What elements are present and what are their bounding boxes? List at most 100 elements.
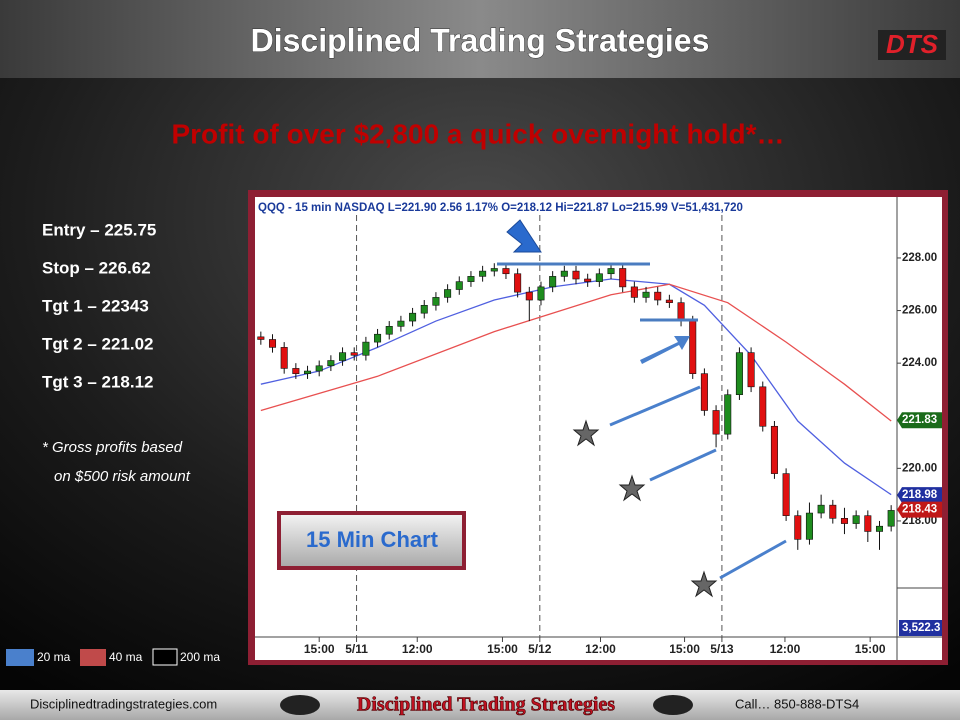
candle-body — [735, 352, 743, 396]
arrow — [640, 336, 690, 364]
candle-body — [712, 410, 720, 435]
ma-line — [260, 283, 892, 422]
arrow — [609, 385, 701, 427]
price-flag-label: 221.83 — [902, 414, 937, 426]
trade-levels: Entry – 225.75 Stop – 226.62 Tgt 1 – 22343… — [42, 220, 156, 391]
candle-body — [654, 291, 662, 301]
candle-body — [794, 515, 802, 540]
candle-body — [467, 276, 475, 282]
y-tick-label: 218.00 — [902, 515, 937, 527]
candle-body — [642, 291, 650, 298]
trade-level: Entry – 225.75 — [42, 220, 156, 239]
x-tick-label: 5/11 — [345, 642, 368, 656]
annotations — [497, 219, 787, 598]
candle-body — [829, 504, 837, 519]
candle-body — [619, 268, 627, 288]
x-tick-label: 12:00 — [770, 642, 801, 656]
candle-body — [479, 270, 487, 277]
candle-body — [875, 525, 884, 532]
volume-flag — [899, 620, 942, 636]
candle-body — [817, 504, 825, 514]
plot — [257, 215, 895, 642]
trade-level: Tgt 2 – 221.02 — [42, 334, 154, 353]
logo-box — [878, 30, 946, 60]
x-tick-label: 15:00 — [855, 642, 886, 656]
candle-body — [444, 289, 452, 298]
candle-body — [840, 518, 848, 524]
candle-body — [852, 515, 860, 524]
price-flag — [897, 412, 942, 429]
footer-website: Disciplinedtradingstrategies.com — [30, 696, 217, 711]
candle-body — [350, 352, 358, 356]
price-flag-label: 218.98 — [902, 489, 938, 501]
chart-title: QQQ - 15 min NASDAQ L=221.90 2.56 1.17% … — [258, 202, 743, 214]
footer-phone: Call… 850-888-DTS4 — [735, 696, 859, 711]
candle-body — [747, 352, 755, 388]
y-tick-label: 228.00 — [902, 252, 937, 264]
trade-level: Tgt 3 – 218.12 — [42, 372, 154, 391]
y-tick-label: 226.00 — [902, 305, 937, 317]
x-tick-label: 5/12 — [528, 642, 552, 656]
star — [690, 570, 718, 598]
legend-label: 200 ma — [180, 650, 220, 664]
candle-body — [759, 386, 767, 427]
x-tick-label: 15:00 — [487, 642, 518, 656]
candle-body — [432, 297, 440, 306]
price-flag — [897, 501, 942, 518]
legend-swatch — [152, 648, 178, 666]
candle-body — [665, 299, 673, 303]
candle-body — [362, 341, 370, 356]
star — [618, 474, 646, 502]
candle-body — [268, 339, 277, 348]
x-tick-label: 12:00 — [402, 642, 433, 656]
candle-body — [607, 268, 615, 275]
price-flag-label: 218.43 — [902, 504, 937, 516]
candle-body — [327, 360, 335, 367]
legend-swatch — [6, 649, 34, 666]
candle-body — [549, 276, 557, 288]
chart-label: 15 Min Chart — [306, 527, 439, 552]
candle-body — [514, 273, 522, 293]
logo: DTS — [886, 29, 939, 59]
candle-body — [315, 365, 323, 372]
candle-body — [689, 320, 697, 374]
x-tick-label: 15:00 — [669, 642, 700, 656]
candle-body — [385, 326, 393, 335]
candle-body — [339, 352, 347, 361]
x-tick-label: 5/13 — [710, 642, 734, 656]
candle-body — [864, 515, 872, 532]
headline: Profit of over $2,800 a quick overnight … — [171, 118, 784, 149]
candle-body — [280, 347, 288, 369]
note-line: * Gross profits based — [42, 439, 183, 456]
candle-body — [502, 268, 510, 275]
candle-body — [537, 286, 545, 301]
candle-body — [630, 286, 638, 298]
footer-brand: Disciplined Trading Strategies — [357, 694, 615, 716]
candle-body — [677, 302, 685, 322]
candle-body — [257, 336, 265, 340]
candle-body — [490, 268, 498, 272]
x-tick-label: 12:00 — [585, 642, 616, 656]
entry-arrow — [506, 219, 542, 253]
star — [572, 419, 600, 447]
note-line: on $500 risk amount — [54, 468, 191, 485]
header-title: Disciplined Trading Strategies — [251, 22, 710, 58]
candle-body — [525, 291, 533, 301]
candle-body — [409, 312, 417, 322]
candle-body — [397, 320, 405, 327]
candle-body — [724, 394, 732, 435]
y-tick-label: 220.00 — [902, 462, 937, 474]
candle-body — [572, 270, 580, 280]
header-bar — [0, 0, 960, 78]
candle-body — [584, 278, 592, 282]
candle-body — [292, 368, 300, 374]
candle-body — [887, 510, 895, 527]
legend-label: 20 ma — [37, 650, 71, 664]
arrow — [649, 448, 717, 482]
chart-panel — [255, 197, 942, 660]
candle-body — [560, 270, 568, 277]
x-tick-label: 15:00 — [304, 642, 335, 656]
volume-label: 3,522.3 — [902, 622, 940, 634]
